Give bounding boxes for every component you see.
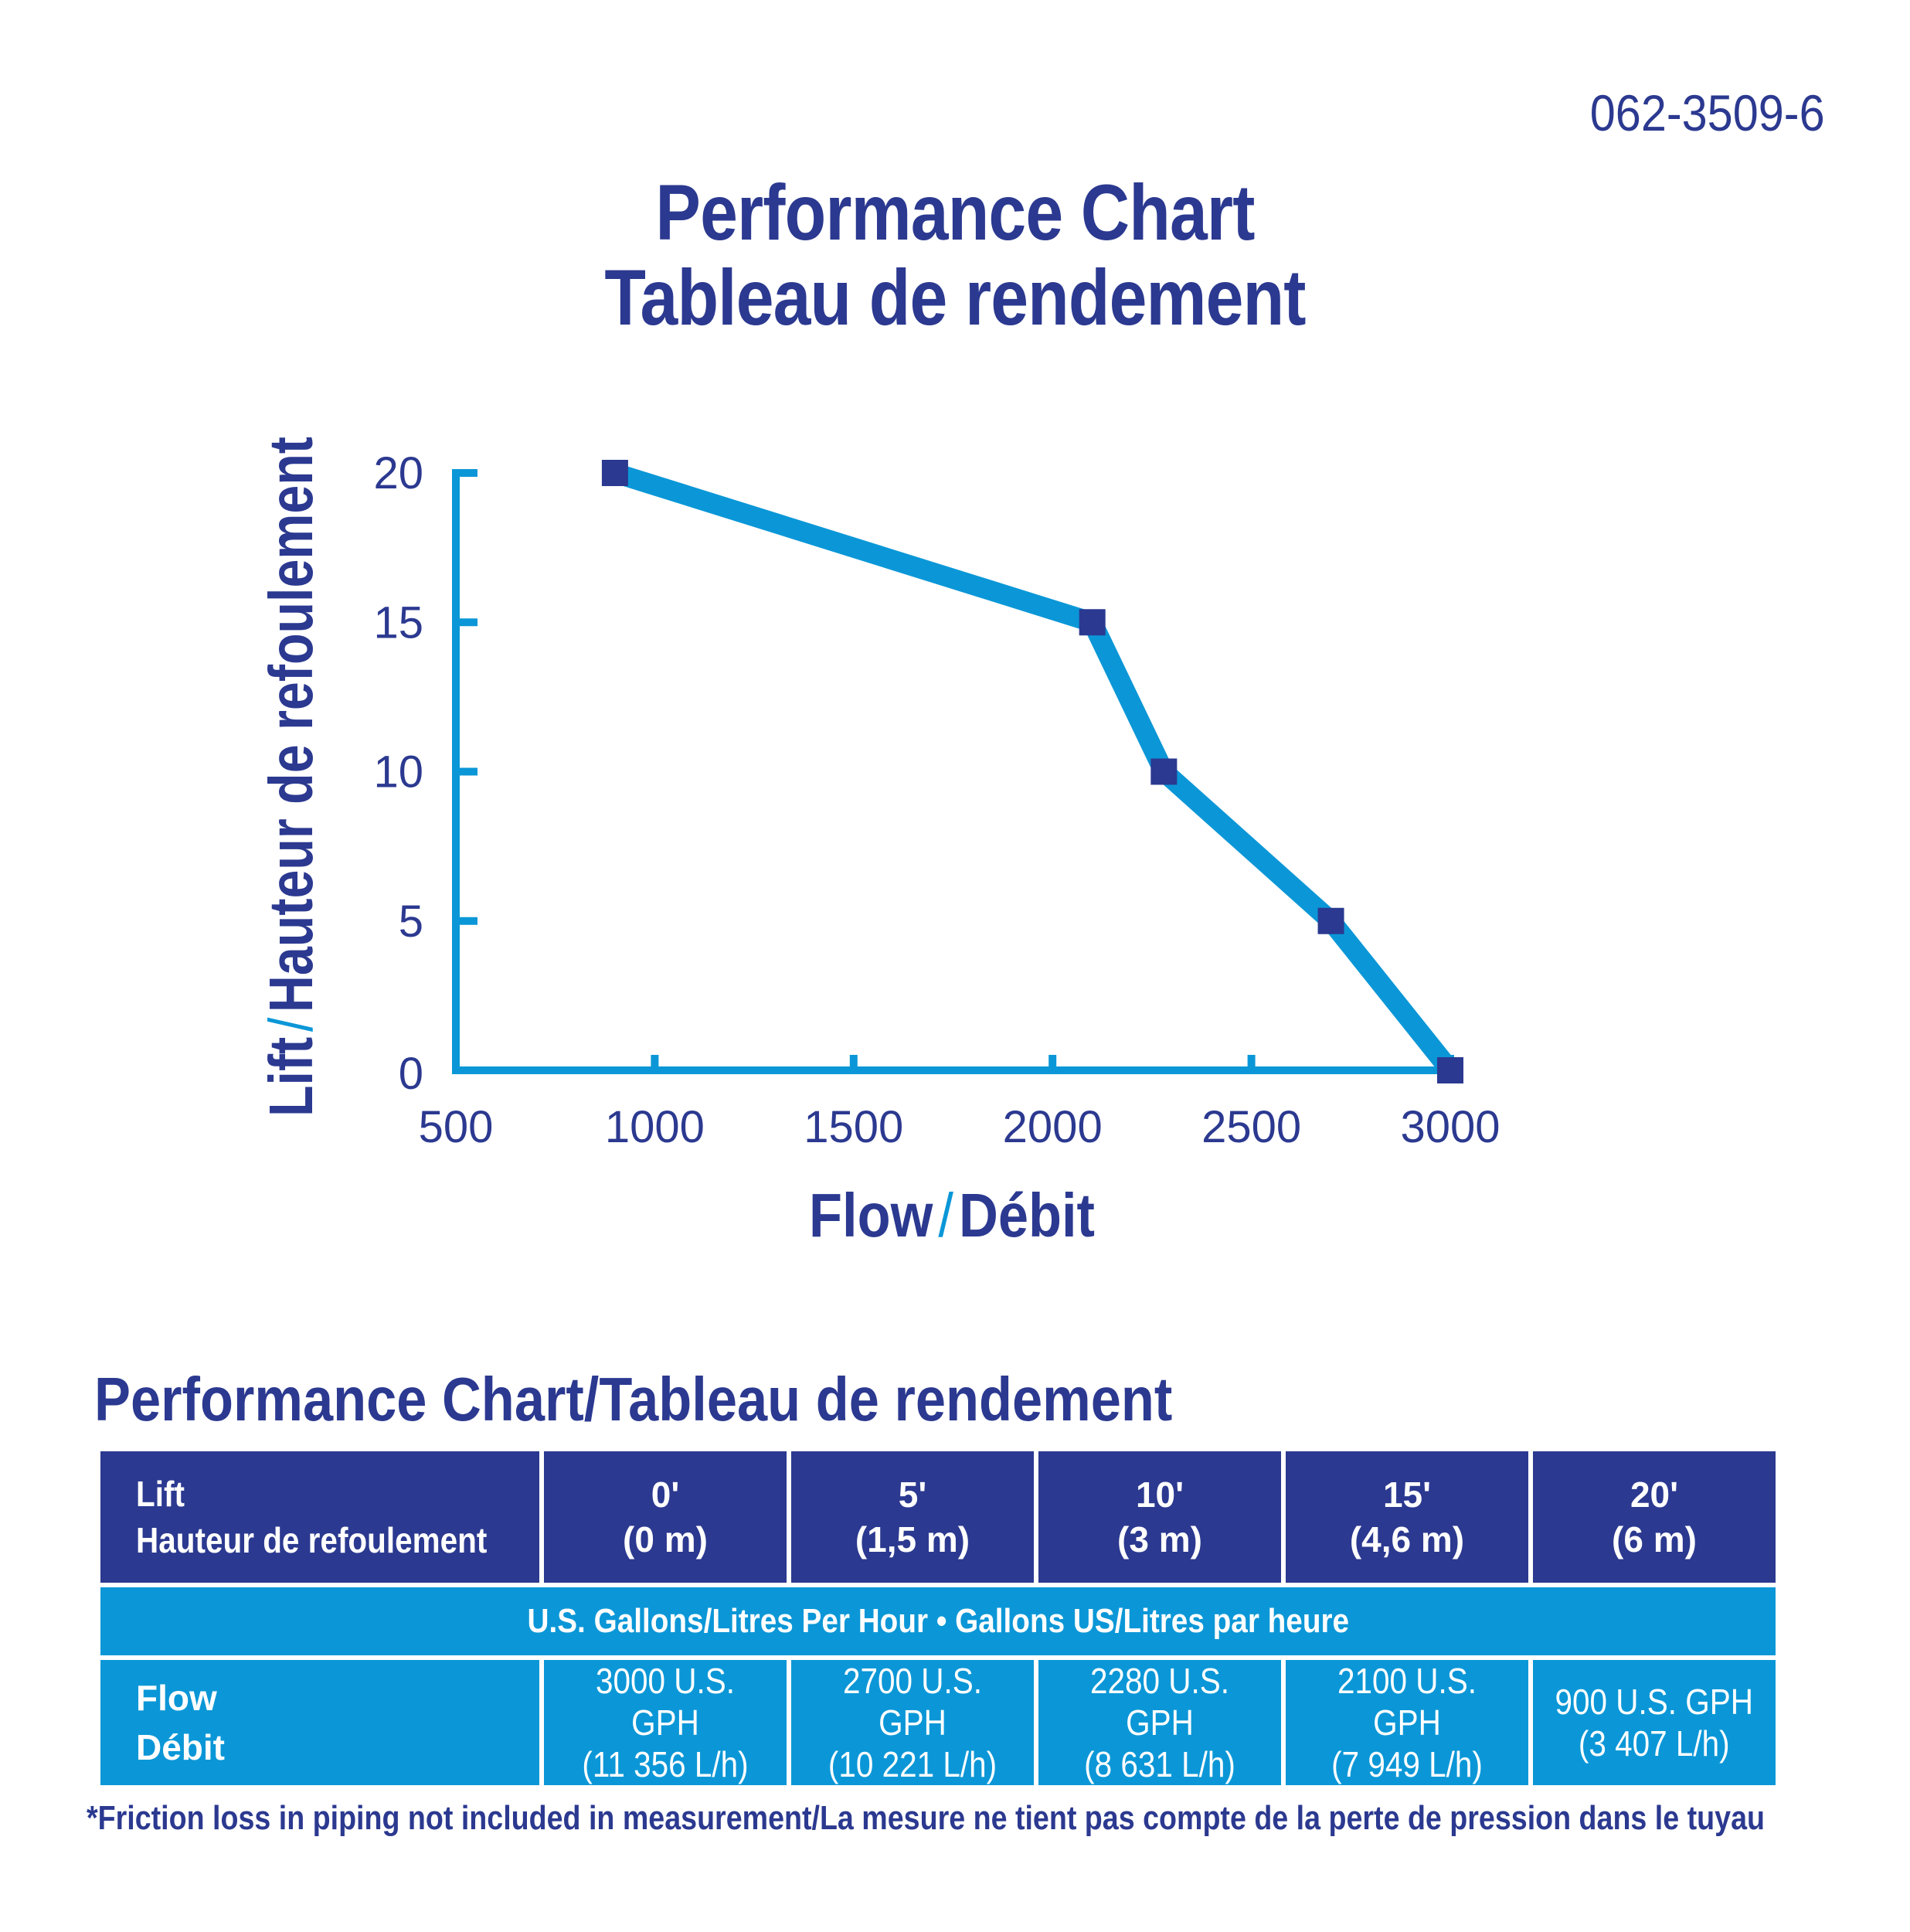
x-axis-label-en: Flow (809, 1181, 933, 1250)
flow-lph: (7 949 L/h) (1331, 1744, 1483, 1784)
data-point-marker (1150, 758, 1178, 785)
lift-m: (1,5 m) (855, 1519, 970, 1560)
y-axis-label: Lift / Hauteur de refoulement (257, 437, 325, 1117)
y-tick-label: 15 (373, 597, 423, 648)
lift-label-en: Lift (136, 1474, 185, 1514)
title-french: Tableau de rendement (604, 253, 1306, 342)
lift-label-fr: Hauteur de refoulement (136, 1520, 488, 1560)
flow-gph: 2100 U.S. GPH (1337, 1661, 1477, 1743)
units-row: U.S. Gallons/Litres Per Hour • Gallons U… (100, 1587, 1776, 1655)
y-tick-label: 20 (373, 448, 423, 498)
lift-cell: 0' (0 m) (544, 1451, 787, 1583)
title-english: Performance Chart (655, 168, 1255, 257)
flow-label: Flow Débit (100, 1660, 539, 1785)
units-cell: U.S. Gallons/Litres Per Hour • Gallons U… (100, 1587, 1776, 1655)
lift-ft: 5' (898, 1475, 927, 1515)
page-title: Performance Chart Tableau de rendement (0, 170, 1910, 340)
x-axis-label: Flow/Débit (809, 1181, 1095, 1250)
table-title: Performance Chart/Tableau de rendement (94, 1365, 1173, 1434)
y-tick-label: 10 (373, 747, 423, 798)
data-point-marker (1079, 609, 1106, 636)
flow-cell: 3000 U.S. GPH (11 356 L/h) (544, 1660, 787, 1785)
flow-cell: 900 U.S. GPH (3 407 L/h) (1533, 1660, 1776, 1785)
lift-ft: 20' (1630, 1475, 1679, 1515)
x-axis-label-slash: / (938, 1181, 953, 1250)
flow-lph: (11 356 L/h) (582, 1744, 749, 1784)
flow-gph: 3000 U.S. GPH (595, 1661, 736, 1743)
y-tick-label: 5 (399, 896, 423, 947)
performance-table: Lift Hauteur de refoulement 0' (0 m) 5' (1,… (96, 1447, 1780, 1790)
lift-m: (6 m) (1612, 1519, 1697, 1560)
lift-cell: 20' (6 m) (1533, 1451, 1776, 1583)
x-tick-label: 1500 (804, 1102, 903, 1152)
lift-ft: 15' (1382, 1475, 1432, 1515)
chart-axes (452, 469, 1458, 1074)
lift-cell: 5' (1,5 m) (791, 1451, 1034, 1583)
x-tick-label: 1000 (605, 1102, 705, 1152)
y-tick-label: 0 (399, 1049, 423, 1099)
series-line (612, 463, 1459, 1077)
chart-series (601, 460, 1463, 1083)
flow-gph: 2280 U.S. GPH (1089, 1661, 1230, 1743)
x-tick-label: 2000 (1003, 1102, 1103, 1152)
flow-label-fr: Débit (136, 1727, 225, 1767)
flow-gph: 900 U.S. GPH (1555, 1682, 1754, 1722)
flow-gph: 2700 U.S. GPH (842, 1661, 983, 1743)
flow-cell: 2280 U.S. GPH (8 631 L/h) (1038, 1660, 1281, 1785)
flow-lph: (3 407 L/h) (1579, 1723, 1730, 1764)
lift-header-row: Lift Hauteur de refoulement 0' (0 m) 5' (1,… (100, 1451, 1776, 1583)
x-tick-label: 2500 (1201, 1102, 1301, 1152)
data-point-marker (1437, 1057, 1463, 1083)
flow-row: Flow Débit 3000 U.S. GPH (11 356 L/h) 2700… (100, 1660, 1776, 1785)
x-axis-label-fr: Débit (959, 1181, 1095, 1250)
lift-m: (3 m) (1117, 1519, 1202, 1560)
lift-m: (0 m) (623, 1519, 708, 1560)
x-tick-label: 500 (419, 1102, 494, 1152)
x-tick-label: 3000 (1400, 1102, 1500, 1152)
lift-m: (4,6 m) (1349, 1519, 1465, 1560)
y-axis-label-en: Lift (257, 1037, 325, 1117)
y-axis-label-fr: Hauteur de refoulement (257, 437, 325, 1012)
lift-cell: 15' (4,6 m) (1286, 1451, 1528, 1583)
flow-lph: (8 631 L/h) (1084, 1744, 1235, 1784)
footnote: *Friction loss in piping not included in… (87, 1799, 1765, 1837)
lift-header-label: Lift Hauteur de refoulement (100, 1451, 539, 1583)
lift-cell: 10' (3 m) (1038, 1451, 1281, 1583)
flow-lph: (10 221 L/h) (828, 1744, 997, 1784)
lift-ft: 10' (1135, 1475, 1184, 1515)
flow-cell: 2100 U.S. GPH (7 949 L/h) (1286, 1660, 1528, 1785)
part-number: 062-3509-6 (1590, 84, 1825, 141)
units-text: U.S. Gallons/Litres Per Hour • Gallons U… (527, 1602, 1349, 1640)
y-axis-label-slash: / (257, 1017, 325, 1032)
lift-ft: 0' (651, 1475, 680, 1515)
flow-cell: 2700 U.S. GPH (10 221 L/h) (791, 1660, 1034, 1785)
flow-label-en: Flow (136, 1678, 217, 1718)
data-point-marker (601, 460, 628, 486)
data-point-marker (1317, 907, 1344, 934)
